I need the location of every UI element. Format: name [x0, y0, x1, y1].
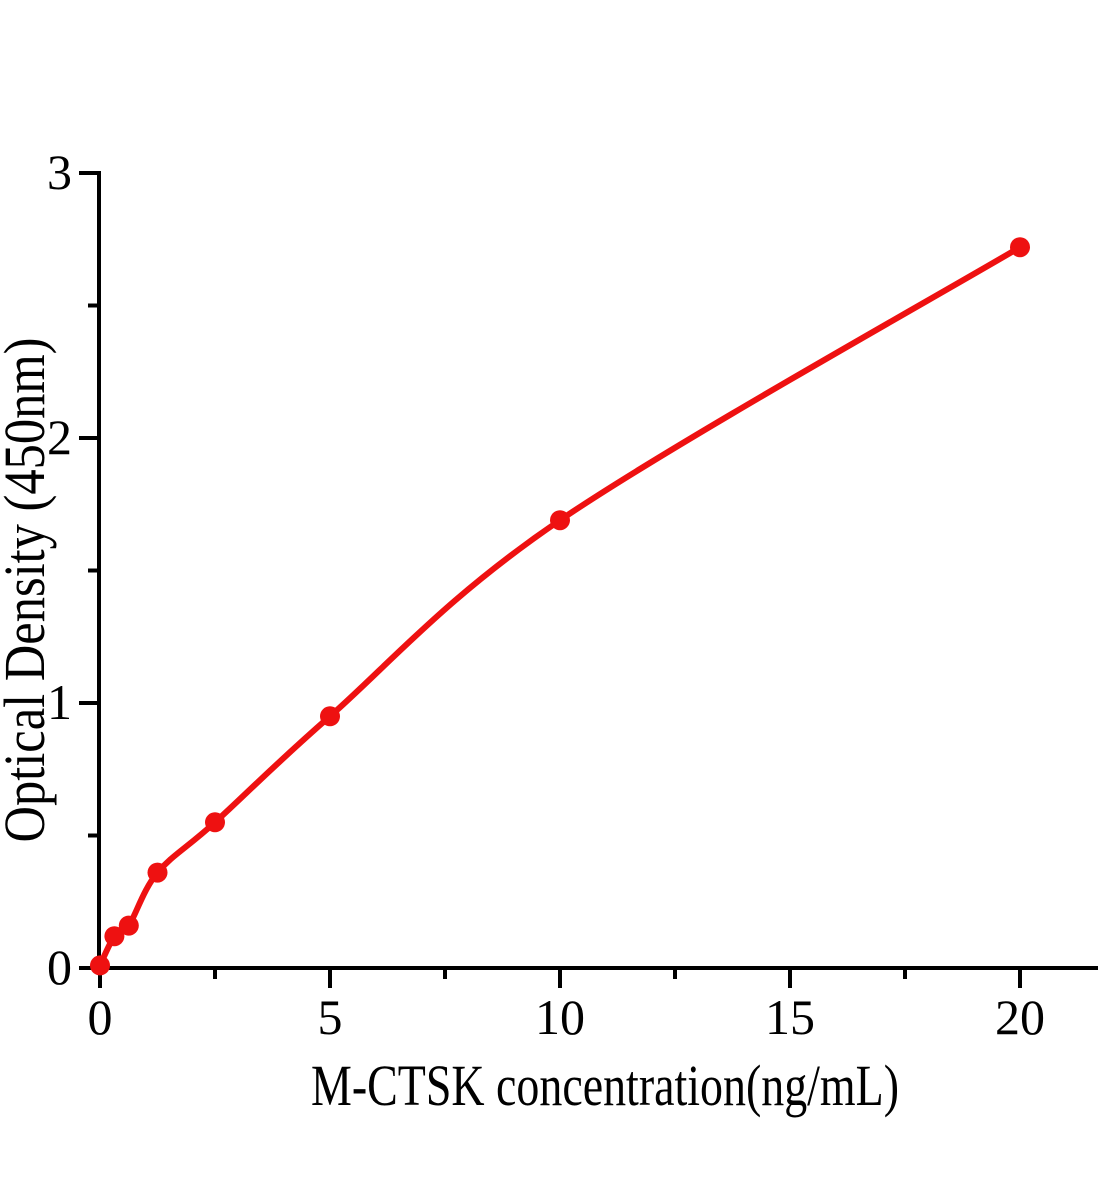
x-tick-label: 5	[318, 989, 343, 1045]
data-point-marker	[147, 862, 168, 883]
data-point-marker	[320, 706, 340, 727]
data-point-marker	[1010, 237, 1030, 258]
y-tick-label: 3	[47, 144, 72, 200]
data-points	[90, 237, 1030, 976]
y-tick-label: 2	[47, 409, 72, 465]
fit-curve-line	[97, 244, 1023, 969]
x-tick-label: 10	[535, 989, 585, 1045]
x-axis-title: M-CTSK concentration(ng/mL)	[311, 1053, 899, 1118]
y-axis-title: Optical Density (450nm)	[0, 338, 57, 843]
x-tick-label: 0	[88, 989, 113, 1045]
x-axis: 0 5 10 15 20	[88, 966, 1098, 1045]
y-tick-label: 1	[47, 674, 72, 730]
data-point-marker	[90, 955, 110, 976]
y-axis: 0 1 2 3	[47, 144, 101, 995]
data-point-marker	[118, 915, 139, 936]
x-tick-label: 15	[765, 989, 815, 1045]
y-tick-label: 0	[47, 939, 72, 995]
data-point-marker	[550, 510, 570, 531]
data-point-marker	[104, 926, 125, 947]
data-point-marker	[205, 812, 225, 833]
x-tick-label: 20	[995, 989, 1045, 1045]
